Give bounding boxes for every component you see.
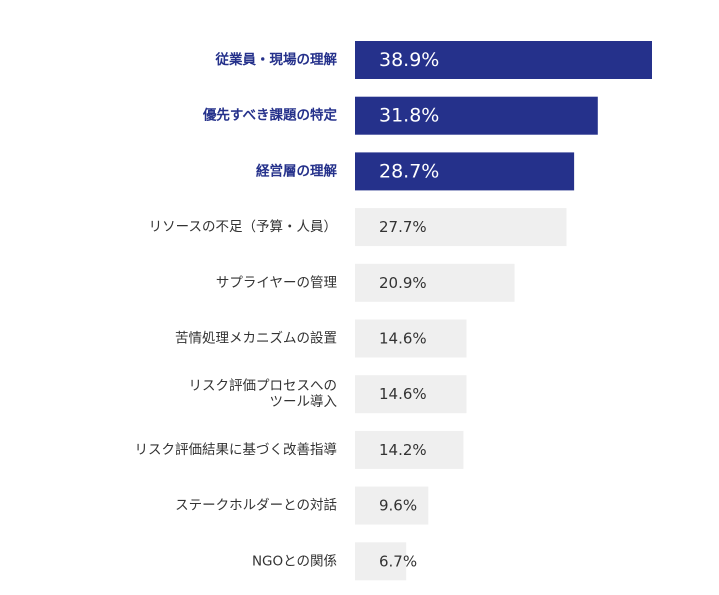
bar-8 [355,430,464,469]
bar-3 [355,152,575,191]
category-label-2: 優先すべき課題の特定 [202,107,338,124]
bar-6 [355,319,467,358]
bars-group [355,41,652,581]
category-label-8: リスク評価結果に基づく改善指導 [135,441,338,458]
bar-2 [355,96,598,135]
category-label-1: 従業員・現場の理解 [215,51,338,68]
value-label-5: 20.9% [379,274,427,292]
value-label-6: 14.6% [379,330,427,348]
value-label-9: 9.6% [379,497,417,515]
bar-5 [355,263,515,302]
bar-1 [355,41,652,79]
value-label-2: 31.8% [379,105,439,127]
value-labels-group: 38.9% 31.8% 28.7% 27.7% 20.9% 14.6% 14.6% 14.2%… [379,49,439,570]
category-label-7: リスク評価プロセスへのツール導入 [189,378,338,410]
value-label-3: 28.7% [379,160,439,182]
category-label-3: 経営層の理解 [256,162,337,179]
category-label-10: NGOとの関係 [252,553,337,569]
bar-7 [355,375,467,414]
value-label-4: 27.7% [379,218,427,236]
category-label-4: リソースの不足（予算・人員） [149,219,337,235]
value-label-1: 38.9% [379,49,439,71]
value-label-10: 6.7% [379,552,417,570]
bar-9 [355,486,429,525]
bar-4 [355,208,567,247]
category-label-5: サプライヤーの管理 [216,275,338,291]
bar-10 [355,542,407,581]
category-label-9: ステークホルダーとの対話 [175,497,337,514]
value-label-8: 14.2% [379,441,427,459]
category-label-6: 苦情処理メカニズムの設置 [175,331,337,347]
value-label-7: 14.6% [379,385,427,403]
